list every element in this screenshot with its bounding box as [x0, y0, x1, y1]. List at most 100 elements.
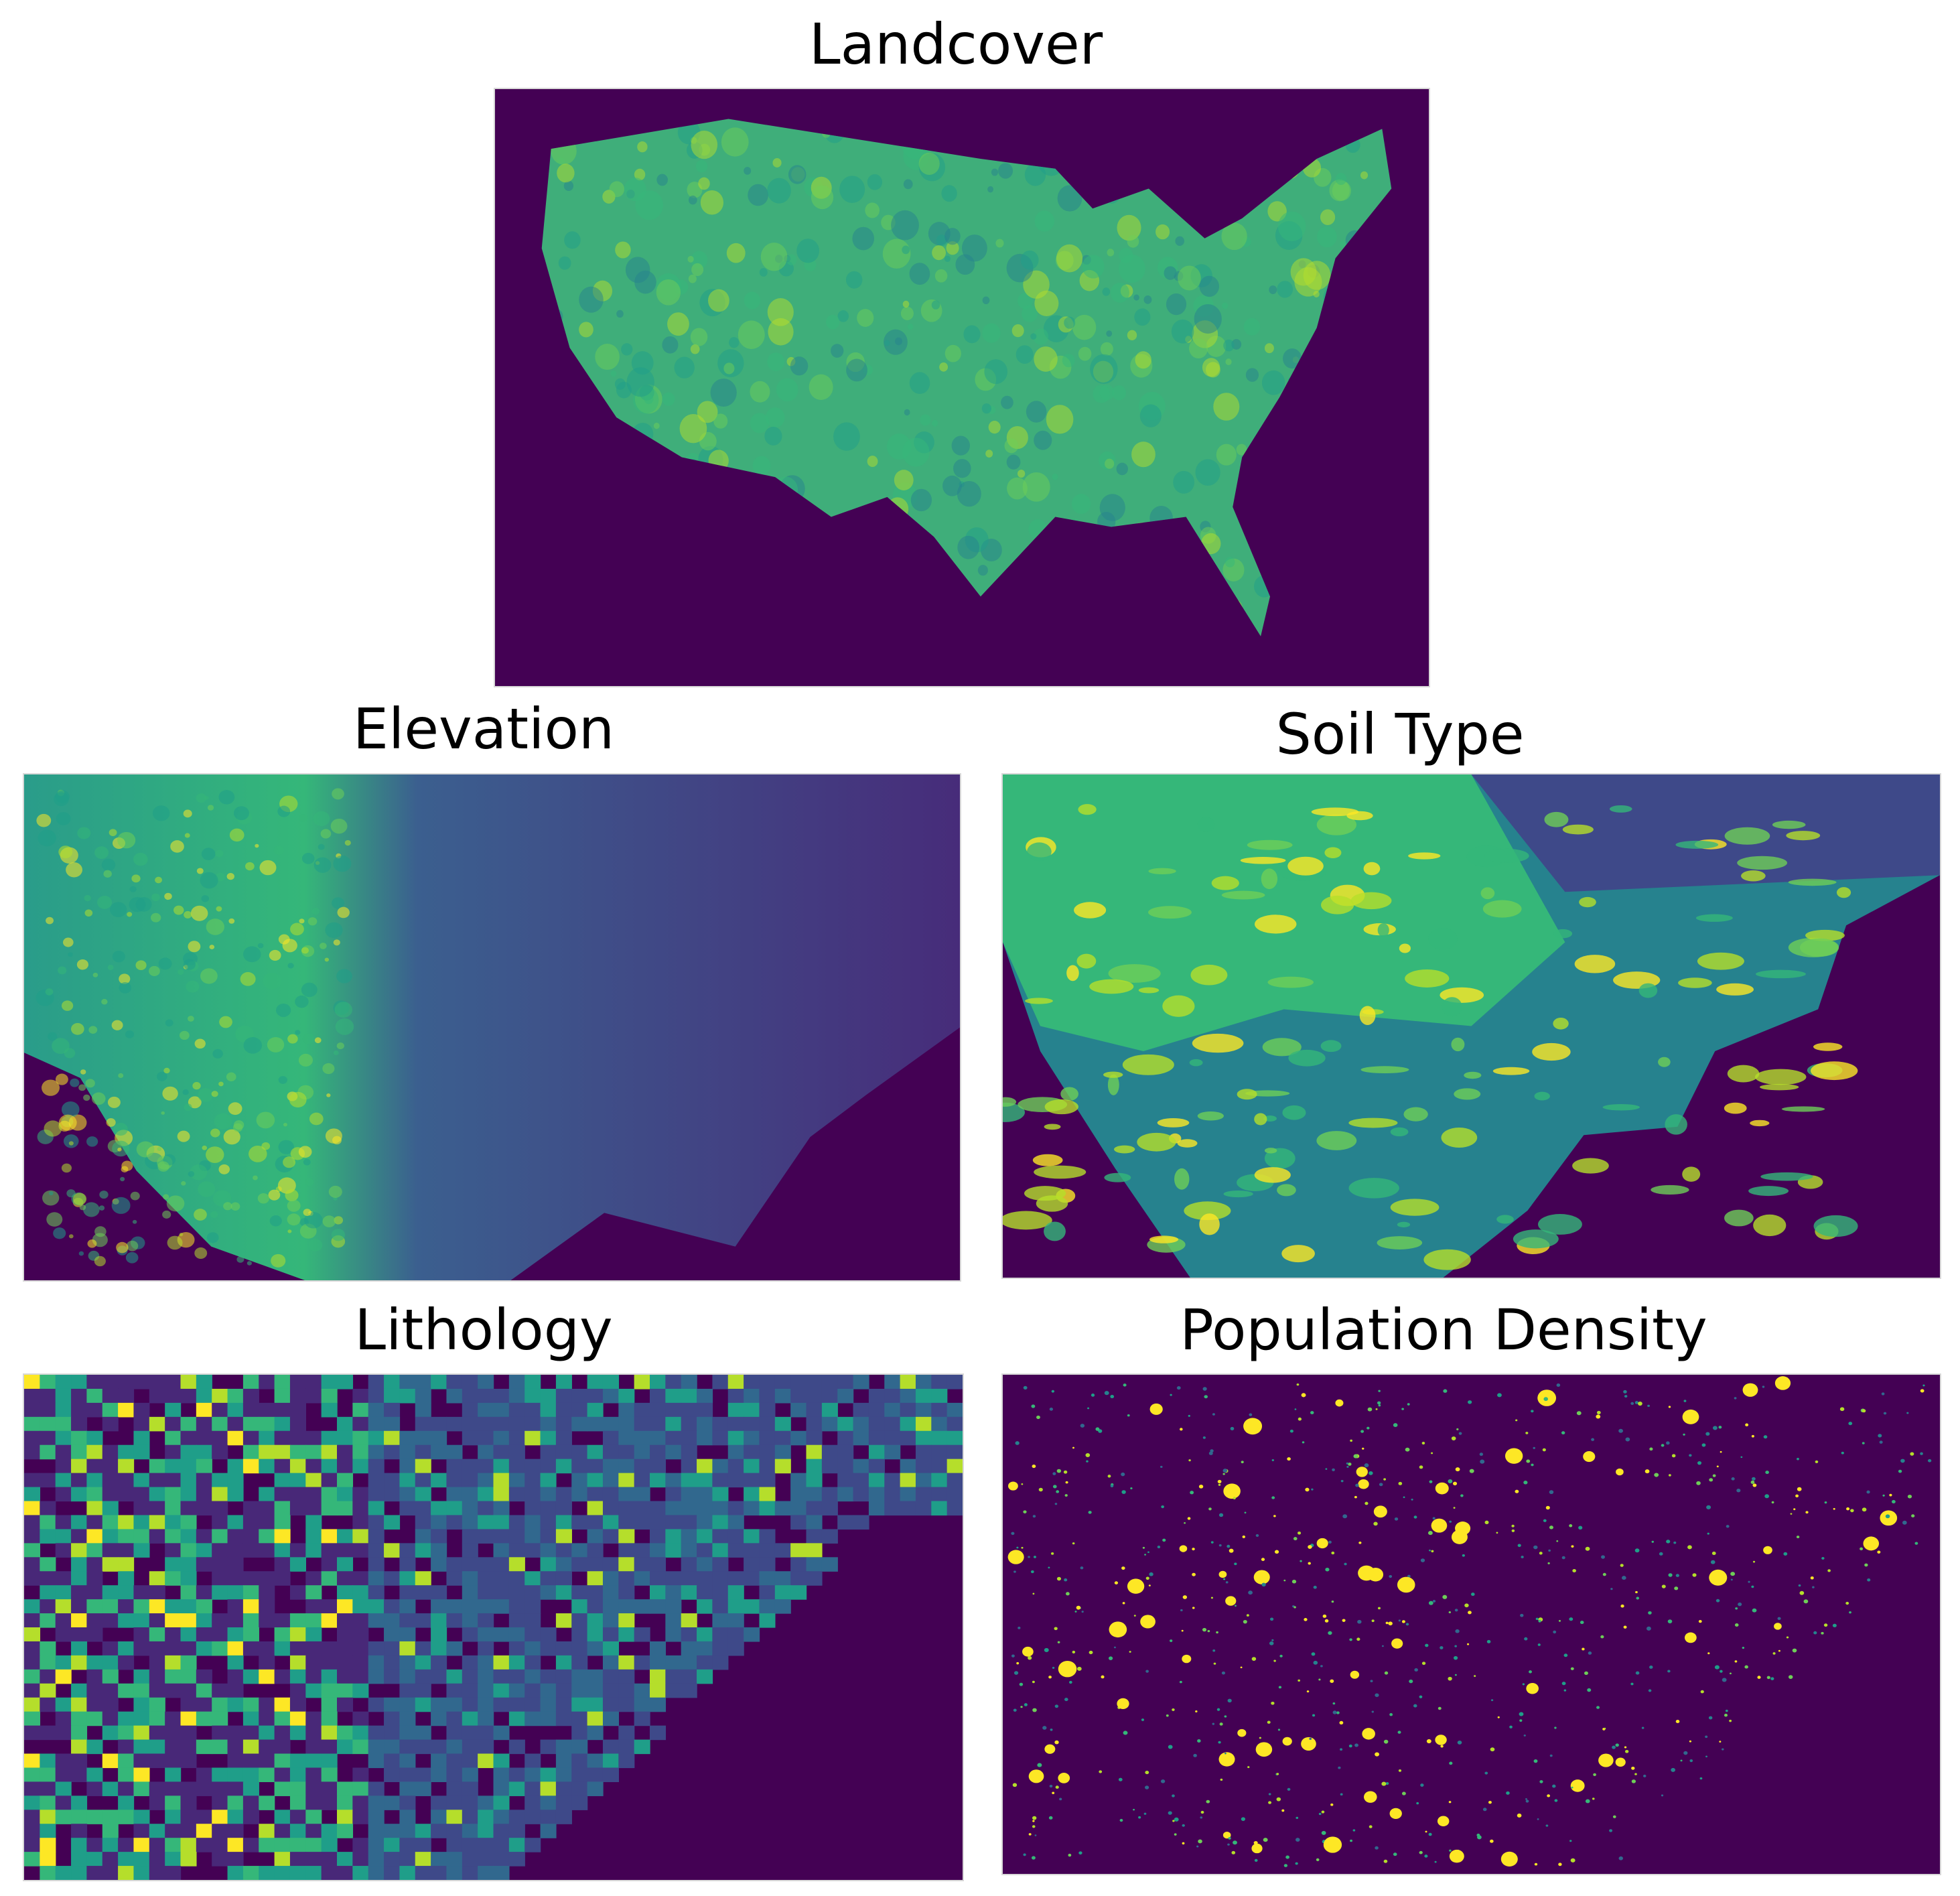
city [1563, 1653, 1568, 1657]
cell [337, 1375, 354, 1390]
cell [321, 1487, 338, 1502]
city [1198, 1839, 1202, 1844]
cell [931, 1388, 948, 1404]
cell [540, 1515, 557, 1530]
city [1208, 1507, 1212, 1511]
city [1228, 1837, 1231, 1840]
city [1335, 1399, 1344, 1407]
terrain [253, 1175, 258, 1180]
land-texture [621, 343, 633, 356]
terrain [313, 857, 332, 873]
city [1680, 1759, 1683, 1762]
cell [274, 1753, 291, 1769]
cell [337, 1641, 354, 1656]
cell [650, 1669, 667, 1684]
city [1055, 1785, 1059, 1789]
cell [337, 1725, 354, 1741]
cell [618, 1402, 635, 1418]
city [1037, 1763, 1042, 1767]
cell [524, 1641, 541, 1656]
city [1007, 1481, 1018, 1491]
city [1054, 1503, 1058, 1505]
cell [71, 1613, 88, 1628]
cell [165, 1627, 182, 1642]
city [1054, 1627, 1058, 1631]
cell [602, 1613, 620, 1628]
cell [884, 1388, 901, 1404]
cell [212, 1585, 228, 1600]
city [1635, 1671, 1640, 1675]
cell [555, 1669, 572, 1684]
cell [71, 1529, 88, 1544]
cell [212, 1402, 228, 1418]
cell [24, 1641, 41, 1656]
cell [602, 1375, 620, 1390]
city [1247, 1766, 1250, 1769]
cell [71, 1824, 88, 1838]
cell [650, 1529, 667, 1544]
city [1730, 1672, 1732, 1675]
city [1145, 1670, 1149, 1673]
terrain [334, 1002, 352, 1018]
terrain [328, 1185, 342, 1198]
cell [242, 1444, 259, 1460]
city [1085, 1453, 1091, 1457]
land-texture [987, 186, 994, 193]
city [1044, 1744, 1056, 1754]
city [1031, 1404, 1036, 1408]
cell [399, 1852, 416, 1867]
city [1011, 1532, 1015, 1536]
city [1354, 1495, 1357, 1499]
city [1356, 1467, 1368, 1477]
city [1752, 1483, 1757, 1487]
city [1777, 1617, 1781, 1621]
city [1427, 1531, 1433, 1536]
soil-patch [1397, 1221, 1411, 1227]
city [1065, 1481, 1068, 1484]
city [1109, 1621, 1127, 1638]
city [1682, 1409, 1699, 1424]
city [1021, 1483, 1024, 1485]
cell [540, 1444, 557, 1460]
cell [196, 1459, 212, 1474]
land-texture [831, 344, 844, 358]
cell [399, 1669, 416, 1684]
cell [431, 1852, 447, 1867]
terrain [70, 1078, 80, 1087]
city [1521, 1556, 1524, 1558]
cell [462, 1599, 478, 1614]
city [1610, 1588, 1613, 1590]
land-texture [902, 300, 910, 308]
cell [727, 1627, 744, 1642]
cell [102, 1459, 119, 1474]
land-texture [942, 475, 962, 496]
city [1649, 1447, 1653, 1451]
city [1108, 1656, 1113, 1660]
cell [196, 1697, 212, 1712]
cell [931, 1402, 948, 1418]
cell [368, 1641, 384, 1656]
cell [806, 1444, 823, 1460]
city [1255, 1742, 1273, 1757]
terrain [184, 833, 190, 838]
cell [665, 1669, 682, 1684]
city [1752, 1560, 1756, 1563]
cell [165, 1473, 182, 1488]
cell [259, 1866, 275, 1880]
city [1243, 1619, 1247, 1624]
land-texture [610, 370, 617, 377]
city [1056, 1469, 1062, 1473]
land-texture [1064, 316, 1076, 329]
city [1457, 1740, 1462, 1745]
cell [321, 1866, 338, 1880]
cell [24, 1430, 41, 1446]
cell [602, 1501, 620, 1516]
city [1788, 1675, 1793, 1680]
land-texture [857, 309, 874, 327]
city [1283, 1864, 1288, 1867]
city [1218, 1570, 1227, 1578]
city [1520, 1613, 1524, 1617]
city [1827, 1569, 1831, 1572]
terrain [299, 919, 305, 924]
cell [446, 1515, 463, 1530]
